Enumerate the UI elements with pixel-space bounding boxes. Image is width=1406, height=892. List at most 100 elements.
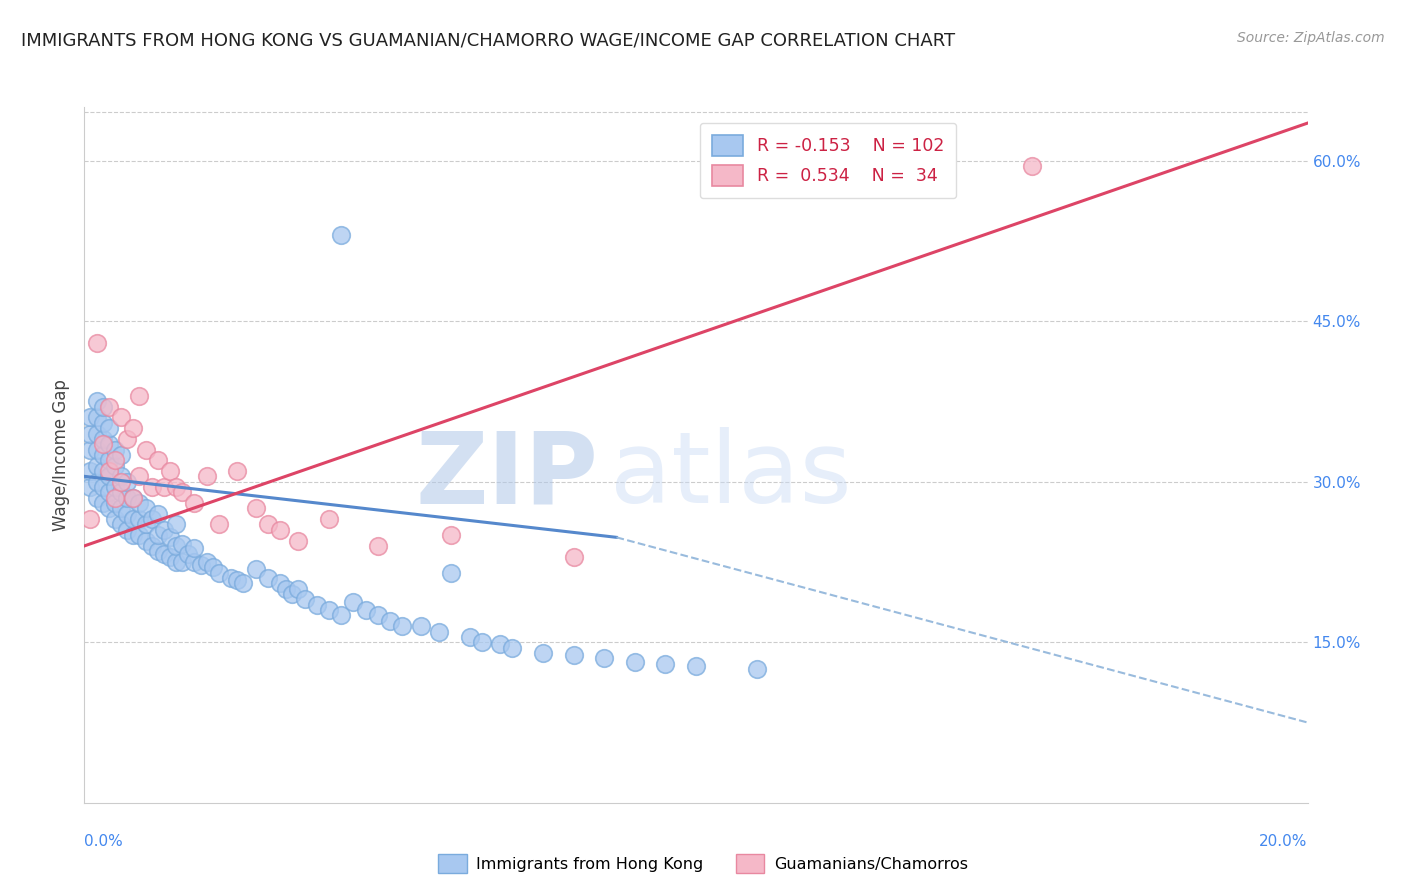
Point bbox=[146, 507, 169, 521]
Point bbox=[122, 491, 145, 505]
Point bbox=[115, 507, 138, 521]
Point bbox=[128, 496, 150, 510]
Point bbox=[97, 464, 120, 478]
Text: ZIP: ZIP bbox=[415, 427, 598, 524]
Point bbox=[122, 491, 145, 505]
Point bbox=[79, 480, 101, 494]
Point bbox=[531, 646, 554, 660]
Point bbox=[79, 410, 101, 425]
Point bbox=[91, 496, 114, 510]
Point bbox=[97, 421, 120, 435]
Text: 20.0%: 20.0% bbox=[1260, 834, 1308, 849]
Point bbox=[226, 464, 249, 478]
Point bbox=[91, 400, 114, 414]
Point bbox=[97, 400, 120, 414]
Point bbox=[79, 442, 101, 457]
Point bbox=[440, 528, 463, 542]
Point bbox=[471, 635, 494, 649]
Point bbox=[110, 469, 132, 483]
Point bbox=[104, 453, 127, 467]
Point bbox=[367, 539, 389, 553]
Point bbox=[104, 442, 127, 457]
Point bbox=[257, 517, 280, 532]
Point bbox=[141, 480, 163, 494]
Point bbox=[502, 640, 524, 655]
Point bbox=[104, 496, 127, 510]
Point bbox=[79, 464, 101, 478]
Point bbox=[86, 335, 108, 350]
Point bbox=[153, 480, 176, 494]
Point bbox=[287, 533, 309, 548]
Point bbox=[208, 517, 231, 532]
Point bbox=[97, 437, 120, 451]
Point bbox=[354, 603, 377, 617]
Point bbox=[128, 512, 150, 526]
Point bbox=[135, 501, 157, 516]
Point bbox=[128, 528, 150, 542]
Point bbox=[269, 523, 291, 537]
Point bbox=[110, 501, 132, 516]
Point bbox=[367, 608, 389, 623]
Point bbox=[91, 437, 114, 451]
Point bbox=[624, 655, 647, 669]
Point bbox=[110, 448, 132, 462]
Point bbox=[380, 614, 402, 628]
Point bbox=[86, 458, 108, 473]
Point bbox=[91, 464, 114, 478]
Point bbox=[409, 619, 432, 633]
Point bbox=[91, 416, 114, 430]
Legend: R = -0.153    N = 102, R =  0.534    N =  34: R = -0.153 N = 102, R = 0.534 N = 34 bbox=[700, 123, 956, 198]
Point bbox=[183, 555, 205, 569]
Point bbox=[257, 571, 280, 585]
Point bbox=[165, 539, 187, 553]
Point bbox=[86, 491, 108, 505]
Point bbox=[190, 558, 212, 573]
Point bbox=[153, 523, 176, 537]
Point bbox=[685, 658, 707, 673]
Point bbox=[219, 571, 242, 585]
Point bbox=[245, 562, 267, 576]
Text: Source: ZipAtlas.com: Source: ZipAtlas.com bbox=[1237, 31, 1385, 45]
Point bbox=[104, 512, 127, 526]
Point bbox=[183, 541, 205, 555]
Y-axis label: Wage/Income Gap: Wage/Income Gap bbox=[52, 379, 70, 531]
Point bbox=[226, 573, 249, 587]
Point bbox=[135, 517, 157, 532]
Point bbox=[91, 480, 114, 494]
Point bbox=[97, 453, 120, 467]
Point bbox=[115, 523, 138, 537]
Point bbox=[1021, 159, 1043, 173]
Point bbox=[135, 533, 157, 548]
Point bbox=[287, 582, 309, 596]
Point bbox=[172, 485, 194, 500]
Point bbox=[97, 501, 120, 516]
Point bbox=[654, 657, 676, 671]
Point bbox=[159, 464, 181, 478]
Point bbox=[91, 432, 114, 446]
Point bbox=[115, 475, 138, 489]
Point bbox=[195, 469, 218, 483]
Point bbox=[110, 517, 132, 532]
Point bbox=[141, 539, 163, 553]
Legend: Immigrants from Hong Kong, Guamanians/Chamorros: Immigrants from Hong Kong, Guamanians/Ch… bbox=[432, 847, 974, 880]
Point bbox=[172, 537, 194, 551]
Point bbox=[458, 630, 481, 644]
Point bbox=[159, 549, 181, 564]
Point bbox=[159, 530, 181, 544]
Point bbox=[86, 426, 108, 441]
Point bbox=[128, 389, 150, 403]
Point bbox=[115, 432, 138, 446]
Point bbox=[110, 475, 132, 489]
Point bbox=[104, 491, 127, 505]
Point bbox=[141, 512, 163, 526]
Point bbox=[86, 442, 108, 457]
Point bbox=[86, 394, 108, 409]
Point bbox=[281, 587, 304, 601]
Point bbox=[593, 651, 616, 665]
Point bbox=[104, 458, 127, 473]
Point bbox=[165, 555, 187, 569]
Point bbox=[330, 228, 353, 243]
Point bbox=[305, 598, 328, 612]
Point bbox=[79, 512, 101, 526]
Point bbox=[146, 528, 169, 542]
